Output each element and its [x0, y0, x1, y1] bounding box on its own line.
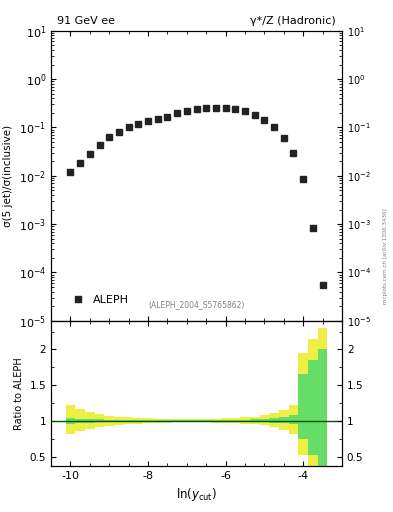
X-axis label: $\ln(y_{\rm cut})$: $\ln(y_{\rm cut})$: [176, 486, 217, 503]
Text: γ*/Z (Hadronic): γ*/Z (Hadronic): [250, 16, 336, 27]
Y-axis label: Ratio to ALEPH: Ratio to ALEPH: [14, 357, 24, 430]
Text: mcplots.cern.ch [arXiv:1306.3436]: mcplots.cern.ch [arXiv:1306.3436]: [383, 208, 388, 304]
Text: (ALEPH_2004_S5765862): (ALEPH_2004_S5765862): [148, 300, 245, 309]
Text: 91 GeV ee: 91 GeV ee: [57, 16, 115, 27]
Legend: ALEPH: ALEPH: [62, 291, 134, 310]
Y-axis label: σ(5 jet)/σ(inclusive): σ(5 jet)/σ(inclusive): [3, 125, 13, 227]
